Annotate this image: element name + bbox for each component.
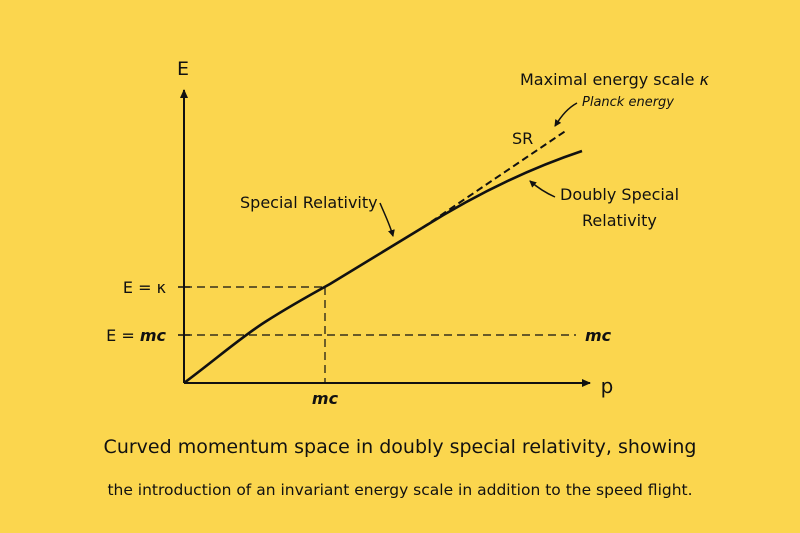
label-e-mc: E = mc [106,326,166,345]
label-planck: Planck energy [582,95,674,110]
caption-line-1: Curved momentum space in doubly special … [103,436,697,458]
sr-dashed-continuation [421,129,568,229]
arrow-special-relativity [379,202,395,237]
special-relativity-curve [183,226,423,385]
label-sr: SR [512,129,533,148]
caption-line-2: the introduction of an invariant energy … [107,481,693,499]
label-dsr-line1: Doubly Special [560,185,679,204]
x-axis-label: p [601,374,614,398]
label-special-relativity: Special Relativity [240,193,378,212]
label-dsr-line2: Relativity [582,211,657,230]
arrow-planck [554,102,578,127]
label-max-energy: Maximal energy scale κ [520,70,710,89]
y-axis-label: E [177,58,189,80]
label-e-kappa: E = κ [123,278,167,297]
label-mc-right: mc [585,326,612,345]
dsr-curve [421,149,583,230]
label-mc-bottom: mc [312,389,339,408]
arrow-dsr [529,180,556,198]
